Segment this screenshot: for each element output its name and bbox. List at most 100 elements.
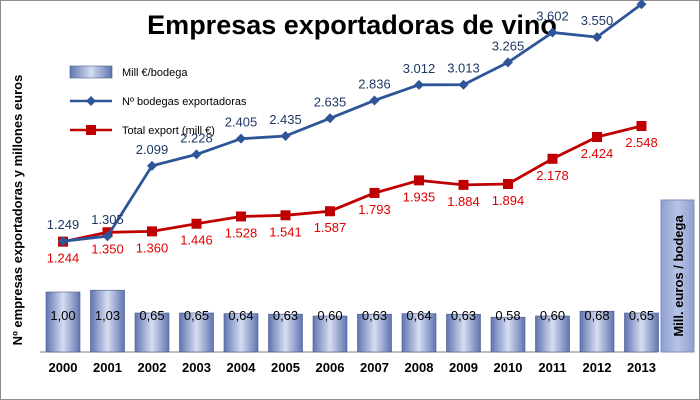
total-export-marker [280, 210, 291, 221]
bar-data-label: 0,65 [184, 308, 209, 323]
bodegas-marker [147, 160, 157, 171]
bar-data-label: 1,00 [50, 308, 75, 323]
y2-axis-label: Mill. euros / bodega [671, 215, 686, 337]
bar [446, 313, 481, 353]
bodegas-data-label: 3.550 [581, 13, 614, 28]
bar-data-label: 0,60 [317, 308, 342, 323]
total-export-data-label: 2.424 [581, 146, 614, 161]
bodegas-marker [592, 32, 602, 43]
bar [223, 313, 259, 353]
bodegas-marker [547, 27, 558, 38]
bar-data-label: 1,03 [95, 308, 120, 323]
total-export-data-label: 1.350 [91, 241, 124, 256]
bar [90, 289, 125, 353]
x-tick-label: 2005 [271, 360, 300, 375]
x-tick-label: 2010 [494, 360, 523, 375]
chart-title: Empresas exportadoras de vino [147, 10, 557, 40]
bodegas-data-label: 2.435 [269, 112, 302, 127]
bar [535, 315, 570, 353]
bar [401, 313, 437, 353]
bodegas-marker [58, 236, 68, 247]
y2-axis-label-box [660, 199, 695, 353]
bar-data-label: 0,58 [495, 308, 520, 323]
total-export-data-label: 1.884 [447, 194, 480, 209]
bar [357, 313, 392, 353]
bodegas-data-label: 3.265 [492, 38, 525, 53]
total-export-data-label: 1.894 [492, 193, 525, 208]
total-export-marker [636, 120, 647, 131]
x-tick-label: 2004 [227, 360, 257, 375]
bar-data-label: 0,65 [139, 308, 164, 323]
bodegas-data-label: 1.305 [91, 212, 124, 227]
x-tick-label: 2003 [182, 360, 211, 375]
bodegas-data-label: 3.013 [447, 61, 480, 76]
legend-label-bodegas: Nº bodegas exportadoras [122, 96, 247, 108]
total-export-marker [369, 187, 380, 198]
x-tick-label: 2011 [538, 360, 566, 375]
bodegas-marker [236, 133, 246, 144]
total-export-data-label: 1.528 [225, 225, 258, 240]
total-export-data-label: 1.793 [358, 202, 391, 217]
total-export-marker [503, 179, 513, 190]
bar [579, 310, 615, 353]
total-export-marker [236, 211, 246, 222]
series-line-bodegas [62, 3, 643, 243]
total-export-marker [147, 226, 157, 237]
y-axis-label: Nº empresas exportadoras y millones euro… [10, 75, 25, 346]
legend-swatch-bar [69, 65, 113, 79]
total-export-data-label: 2.178 [536, 168, 569, 183]
bodegas-marker [280, 131, 291, 142]
bodegas-marker [636, 0, 647, 10]
x-tick-label: 2009 [449, 360, 478, 375]
total-export-data-label: 1.446 [180, 233, 213, 248]
plot-area: 2000 2001 2002 2003 2004 2005 2006 2007 2008 2009… [40, 0, 659, 375]
legend-label-bar: Mill €/bodega [122, 67, 188, 79]
bar [624, 312, 659, 353]
bar [490, 316, 526, 353]
legend-label-total-export: Total export (mill €) [122, 125, 215, 137]
total-export-marker [191, 218, 202, 229]
total-export-data-label: 1.541 [269, 224, 302, 239]
x-tick-label: 2002 [138, 360, 167, 375]
total-export-data-label: 1.244 [47, 251, 80, 266]
x-tick-label: 2012 [583, 360, 612, 375]
bar [134, 312, 170, 353]
total-export-data-label: 1.360 [136, 240, 169, 255]
bodegas-data-label: 3.012 [403, 61, 436, 76]
bodegas-marker [414, 79, 424, 90]
total-export-data-label: 1.935 [403, 189, 436, 204]
total-export-marker [325, 206, 335, 217]
total-export-marker [547, 153, 558, 164]
bar-data-label: 0,64 [228, 308, 253, 323]
legend-swatch-bodegas-marker [86, 96, 96, 106]
legend: Mill €/bodega Nº bodegas exportadoras Tota… [69, 65, 247, 137]
bodegas-data-label: 2.228 [180, 130, 213, 145]
total-export-marker [458, 179, 469, 190]
bar [179, 312, 214, 353]
bodegas-data-label: 2.836 [358, 76, 391, 91]
total-export-marker [592, 131, 602, 142]
bar-data-label: 0,60 [540, 308, 565, 323]
bodegas-data-label: 2.405 [225, 115, 258, 130]
bodegas-marker [325, 113, 335, 124]
bar-data-label: 0,68 [584, 308, 609, 323]
bodegas-marker [503, 57, 513, 68]
bar-data-label: 0,63 [451, 308, 476, 323]
total-export-data-label: 1.587 [314, 220, 347, 235]
bodegas-data-label: 3.602 [536, 9, 569, 24]
bodegas-data-label: 2.635 [314, 94, 347, 109]
x-tick-label: 2000 [49, 360, 78, 375]
bodegas-data-label: 2.099 [136, 142, 169, 157]
total-export-data-label: 2.548 [625, 135, 658, 150]
bar [45, 291, 81, 353]
bar [312, 315, 348, 353]
bodegas-marker [458, 79, 469, 90]
bodegas-data-label: 1.249 [47, 217, 80, 232]
x-tick-label: 2008 [405, 360, 434, 375]
x-tick-label: 2013 [627, 360, 656, 375]
series-line-total-export [62, 124, 642, 244]
bodegas-marker [102, 231, 113, 242]
x-tick-label: 2006 [316, 360, 345, 375]
bodegas-marker [191, 149, 202, 160]
